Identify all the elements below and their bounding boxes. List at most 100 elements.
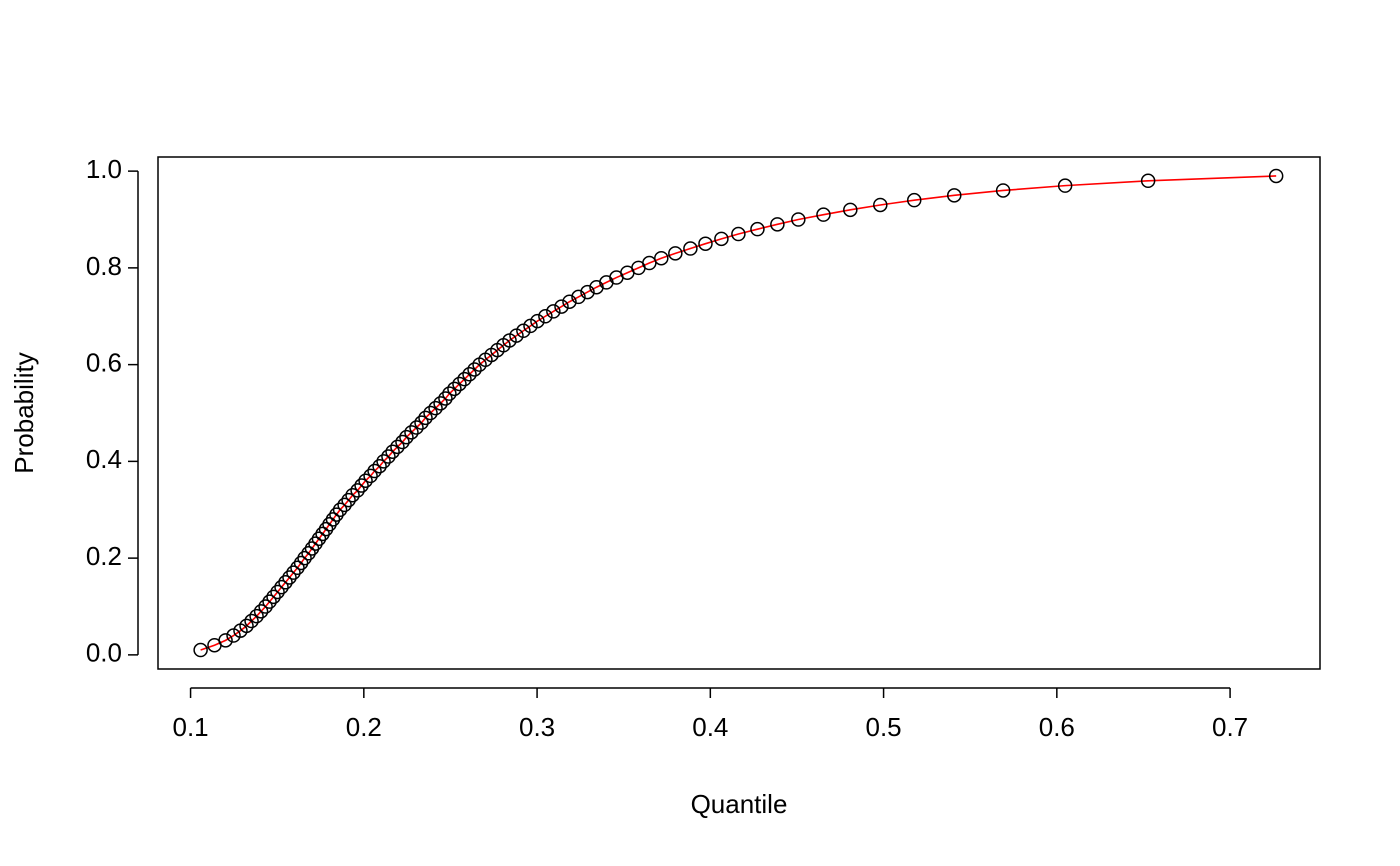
point [906,192,922,208]
point [311,531,327,547]
point [390,439,405,455]
point [253,604,269,619]
x-tick-label: 0.1 [172,712,208,742]
x-axis-title: Quantile [691,789,788,819]
y-tick-label: 0.6 [86,348,122,378]
point [367,463,382,479]
point [467,362,482,377]
point [516,323,531,339]
point [530,313,545,329]
point [345,487,360,503]
point [580,284,595,300]
point [372,458,387,474]
x-tick-label: 0.5 [866,712,902,742]
point [258,599,273,614]
point [318,521,334,537]
point [293,555,309,571]
y-tick-label: 0.0 [86,638,122,668]
x-tick-label: 0.6 [1039,712,1075,742]
point [409,420,424,435]
point [843,202,858,218]
point [423,405,438,421]
point [791,212,806,227]
point [282,570,297,585]
point [301,546,316,561]
point [642,255,657,271]
point [350,483,365,498]
point [304,541,320,556]
point [274,579,289,595]
point [218,633,233,648]
y-axis-title: Probability [9,352,39,473]
point [947,188,962,203]
point [315,526,330,542]
point [554,299,569,314]
point [329,507,344,522]
point [337,497,352,513]
point [462,367,477,382]
point [770,217,785,232]
y-tick-label: 0.2 [86,541,122,571]
point [668,246,683,261]
point [399,429,414,445]
point [1057,178,1073,193]
point [873,197,888,213]
point [278,575,293,590]
point [816,207,831,222]
point [381,449,396,464]
point [731,226,746,242]
point [358,473,373,488]
point [262,594,277,609]
point [239,618,254,634]
point [404,425,419,440]
point [452,376,467,392]
curve-line [200,175,1277,651]
point [433,396,448,411]
point [418,410,433,426]
point [571,289,586,305]
point [376,454,391,469]
point [266,589,281,605]
plot-frame [157,156,1321,670]
point [286,565,301,580]
point [428,400,443,416]
point [654,250,669,266]
point [995,183,1011,198]
point [354,478,369,493]
point [395,434,410,450]
point [290,560,305,576]
point [363,468,378,484]
point [1140,173,1156,189]
point [308,536,323,551]
point [270,584,285,600]
y-tick-label: 0.4 [86,444,122,474]
point [322,517,337,532]
point [714,231,729,247]
x-tick-label: 0.7 [1212,712,1248,742]
point [750,221,765,237]
point [538,309,553,324]
point [442,386,457,401]
point [341,492,356,508]
x-tick-label: 0.2 [346,712,382,742]
point [414,415,429,430]
point [683,241,698,256]
point [447,381,462,397]
point [385,444,400,459]
point [562,294,577,309]
point [249,608,264,624]
point [457,371,472,387]
point [698,236,713,251]
point [438,391,453,406]
x-tick-label: 0.4 [692,712,728,742]
point [546,304,561,319]
point [1268,168,1284,184]
y-tick-label: 0.8 [86,251,122,281]
x-tick-label: 0.3 [519,712,555,742]
point [332,502,348,517]
point [244,613,259,629]
point [193,642,208,658]
point [297,550,312,566]
point [325,512,341,527]
